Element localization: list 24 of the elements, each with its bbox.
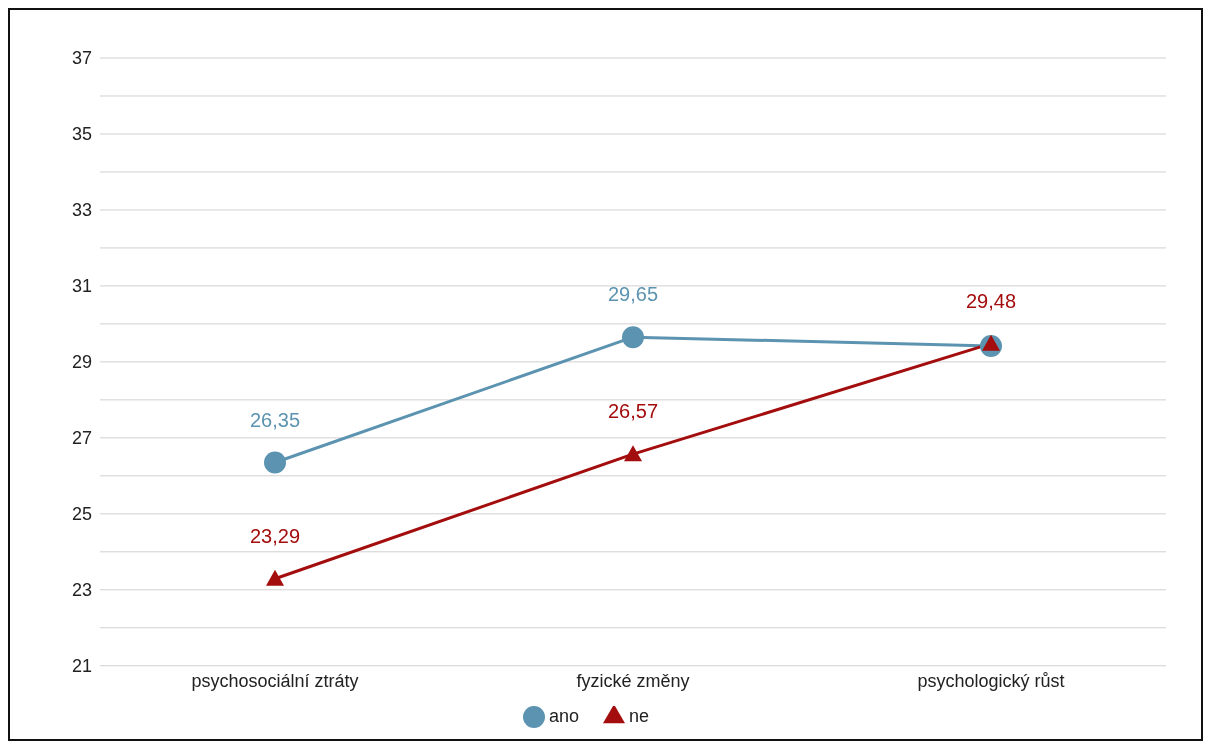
point [622,326,644,349]
point [266,569,284,586]
data-label: 29,48 [965,289,1017,312]
y-tick-label: 25 [71,504,92,525]
y-tick-label: 29 [71,352,92,373]
y-tick-label: 27 [71,428,92,449]
point [982,334,1000,351]
y-tick-label: 37 [71,48,92,69]
point [624,445,642,462]
y-tick-label: 35 [71,124,92,145]
x-tick-label: psychosociální ztráty [191,670,359,691]
x-tick-label: fyzické změny [576,670,690,691]
y-tick-label: 21 [71,656,92,677]
y-tick-label: 31 [71,276,92,297]
data-label: 29,65 [607,283,659,306]
x-tick-label: psychologický růst [917,670,1065,691]
y-tick-label: 33 [71,200,92,221]
data-label: 26,57 [607,400,659,423]
data-label: 26,35 [249,408,301,431]
legend-label: ne [629,705,650,726]
point [264,451,286,474]
y-tick-label: 23 [71,580,92,601]
legend-label: ano [548,705,579,726]
data-label: 23,29 [249,524,301,547]
